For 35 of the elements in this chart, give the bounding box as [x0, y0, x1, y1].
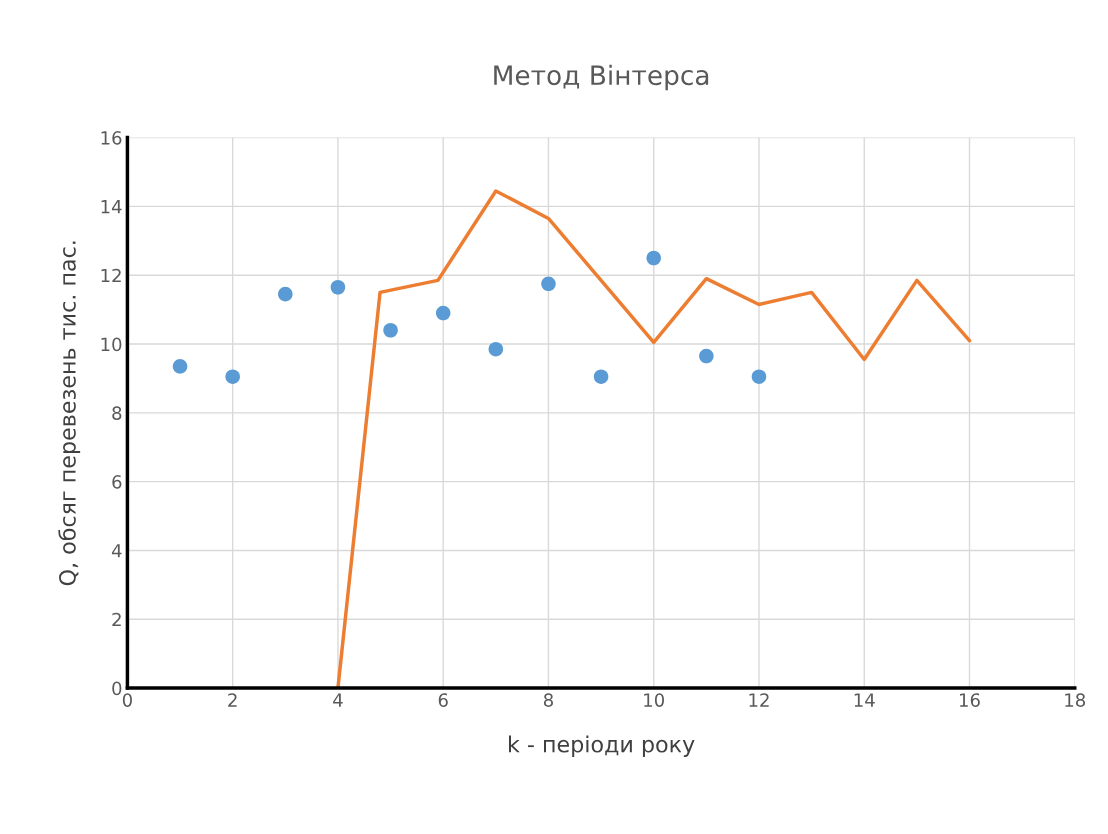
- y-tick-label: 2: [112, 612, 121, 627]
- point: [330, 279, 346, 295]
- chart-title: Метод Вінтерса: [494, 64, 709, 91]
- y-tick-label: 8: [112, 406, 122, 420]
- x-axis-title: k - періоди року: [508, 735, 695, 757]
- line-series: [336, 189, 972, 689]
- x-tick-label: 18: [1065, 693, 1086, 707]
- x-tick-label: 16: [960, 693, 980, 707]
- point: [278, 286, 293, 302]
- y-tick-label: 4: [111, 544, 122, 558]
- x-tick-label: 8: [543, 693, 553, 707]
- point: [435, 305, 451, 321]
- x-tick-label: 10: [644, 693, 665, 707]
- y-tick-label: 14: [101, 200, 122, 214]
- point: [541, 276, 556, 292]
- y-tick-label: 16: [101, 131, 122, 145]
- y-tick-label: 12: [101, 268, 121, 283]
- point: [699, 348, 714, 364]
- y-tick-label: 0: [112, 681, 122, 696]
- x-tick-label: 2: [228, 693, 237, 707]
- point: [646, 250, 661, 266]
- point: [383, 322, 398, 338]
- point: [172, 359, 188, 374]
- x-tick-label: 12: [749, 693, 769, 707]
- y-tick-label: 6: [112, 475, 122, 489]
- x-tick-label: 6: [438, 693, 448, 707]
- y-axis-title: Q, обсяг перевезень тис. пас.: [58, 241, 81, 586]
- point: [488, 341, 504, 357]
- x-tick-label: 4: [333, 693, 343, 707]
- point: [225, 369, 240, 384]
- y-tick-label: 10: [101, 337, 122, 352]
- x-tick-label: 14: [854, 693, 875, 707]
- x-tick-label: 0: [122, 693, 132, 707]
- point: [751, 369, 767, 384]
- point: [593, 369, 609, 384]
